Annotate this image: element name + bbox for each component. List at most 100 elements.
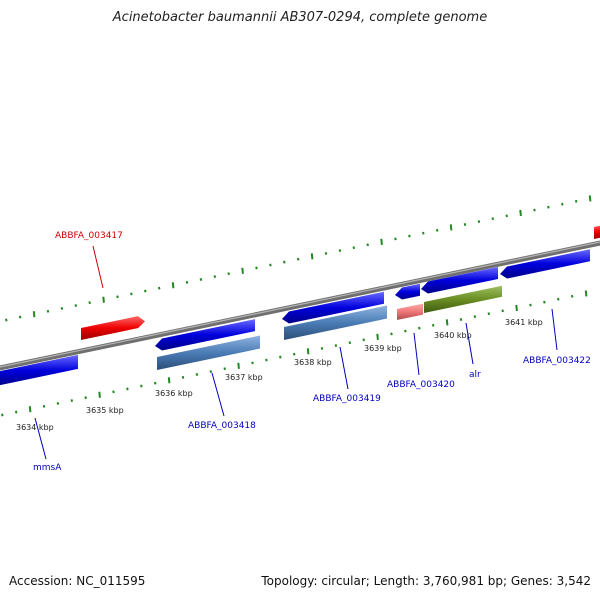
scale-tick bbox=[279, 355, 282, 359]
scale-tick bbox=[70, 399, 74, 402]
scale-tick bbox=[588, 195, 592, 202]
gene-mmsA[interactable] bbox=[0, 354, 78, 386]
scale-tick bbox=[296, 257, 300, 261]
label-line-ABBFA_003420 bbox=[413, 332, 420, 376]
scale-label: 3641 kbp bbox=[505, 318, 543, 327]
scale-tick bbox=[171, 282, 175, 289]
scale-tick bbox=[98, 391, 101, 398]
scale-tick bbox=[418, 326, 421, 330]
scale-label: 3637 kbp bbox=[225, 373, 263, 382]
scale-tick bbox=[42, 404, 46, 408]
scale-tick bbox=[561, 202, 564, 206]
scale-tick bbox=[213, 275, 217, 279]
scale-tick bbox=[584, 290, 588, 297]
gene-blue-3640a[interactable] bbox=[395, 283, 420, 300]
scale-tick bbox=[529, 303, 532, 307]
scale-label: 3636 kbp bbox=[155, 389, 193, 398]
scale-tick bbox=[181, 375, 185, 379]
scale-tick bbox=[501, 309, 504, 313]
gene-blue-3641[interactable] bbox=[500, 249, 590, 279]
scale-tick bbox=[116, 295, 119, 299]
scale-tick bbox=[533, 208, 536, 212]
gene-blue-3639[interactable] bbox=[282, 291, 384, 324]
map-title: Acinetobacter baumannii AB307-0294, comp… bbox=[112, 10, 488, 25]
scale-label: 3635 kbp bbox=[86, 406, 124, 415]
scale-tick bbox=[74, 304, 78, 307]
scale-tick bbox=[519, 209, 522, 217]
scale-tick bbox=[88, 301, 91, 305]
scale-tick bbox=[431, 323, 435, 327]
scale-tick bbox=[449, 224, 453, 231]
scale-tick bbox=[445, 319, 449, 326]
scale-tick bbox=[227, 272, 230, 276]
scale-tick bbox=[338, 249, 342, 252]
scale-tick bbox=[199, 278, 203, 281]
lower-tick-track bbox=[1, 290, 588, 417]
gene-label-ABBFA_003420[interactable]: ABBFA_003420 bbox=[387, 380, 455, 390]
scale-tick bbox=[324, 251, 328, 255]
scale-tick bbox=[46, 309, 50, 313]
scale-tick bbox=[543, 300, 546, 304]
label-line-ABBFA_003417 bbox=[92, 245, 104, 289]
scale-tick bbox=[491, 217, 495, 221]
scale-tick bbox=[60, 306, 64, 310]
scale-tick bbox=[547, 205, 550, 209]
genome-summary: Topology: circular; Length: 3,760,981 bp… bbox=[261, 574, 591, 588]
gene-ABBFA_003419[interactable] bbox=[284, 305, 387, 340]
scale-tick bbox=[422, 231, 425, 235]
scale-tick bbox=[14, 410, 18, 414]
gene-label-ABBFA_003418[interactable]: ABBFA_003418 bbox=[188, 421, 256, 431]
scale-tick bbox=[477, 220, 481, 224]
scale-tick bbox=[167, 377, 171, 384]
scale-tick bbox=[334, 344, 338, 347]
scale-tick bbox=[505, 214, 508, 218]
scale-tick bbox=[376, 333, 379, 340]
scale-tick bbox=[251, 361, 254, 365]
scale-tick bbox=[463, 223, 467, 226]
scale-tick bbox=[459, 318, 463, 321]
scale-tick bbox=[487, 312, 491, 316]
gene-label-ABBFA_003422[interactable]: ABBFA_003422 bbox=[523, 356, 591, 366]
genome-backbone-highlight bbox=[0, 241, 600, 368]
scale-tick bbox=[255, 266, 258, 270]
gene-alr[interactable] bbox=[424, 285, 502, 313]
label-line-ABBFA_003419 bbox=[339, 346, 349, 390]
scale-tick bbox=[209, 370, 213, 374]
scale-tick bbox=[574, 199, 578, 203]
scale-tick bbox=[1, 413, 4, 417]
accession-text: Accession: NC_011595 bbox=[9, 574, 146, 588]
scale-tick bbox=[84, 396, 87, 400]
scale-tick bbox=[5, 318, 8, 322]
scale-tick bbox=[237, 362, 240, 369]
scale-tick bbox=[157, 286, 161, 290]
scale-tick bbox=[292, 352, 296, 356]
gene-ABBFA_003417[interactable] bbox=[81, 316, 145, 340]
gene-ABBFA_003418[interactable] bbox=[157, 335, 260, 370]
scale-label: 3634 kbp bbox=[16, 423, 54, 432]
scale-tick bbox=[18, 315, 22, 319]
gene-label-ABBFA_003417[interactable]: ABBFA_003417 bbox=[55, 231, 123, 241]
gene-features bbox=[0, 225, 600, 386]
gene-upper-far-right[interactable] bbox=[594, 225, 600, 239]
scale-tick bbox=[126, 387, 129, 391]
gene-label-ABBFA_003419[interactable]: ABBFA_003419 bbox=[313, 394, 381, 404]
gene-blue-3640b[interactable] bbox=[421, 266, 498, 294]
scale-tick bbox=[435, 228, 439, 232]
scale-label: 3639 kbp bbox=[364, 344, 402, 353]
genome-backbone bbox=[0, 240, 600, 371]
scale-tick bbox=[269, 263, 272, 267]
scale-tick bbox=[515, 304, 518, 312]
upper-tick-track bbox=[5, 195, 592, 322]
label-line-ABBFA_003418 bbox=[211, 372, 225, 417]
gene-ABBFA_003420[interactable] bbox=[397, 303, 423, 320]
gene-label-alr[interactable]: alr bbox=[469, 370, 481, 380]
scale-tick bbox=[380, 238, 383, 245]
scale-tick bbox=[362, 338, 365, 342]
scale-tick bbox=[195, 373, 199, 376]
gene-label-mmsA[interactable]: mmsA bbox=[33, 463, 62, 473]
scale-tick bbox=[390, 332, 393, 336]
scale-tick bbox=[130, 292, 133, 296]
gene-blue-3637[interactable] bbox=[155, 319, 255, 351]
scale-tick bbox=[366, 243, 369, 247]
